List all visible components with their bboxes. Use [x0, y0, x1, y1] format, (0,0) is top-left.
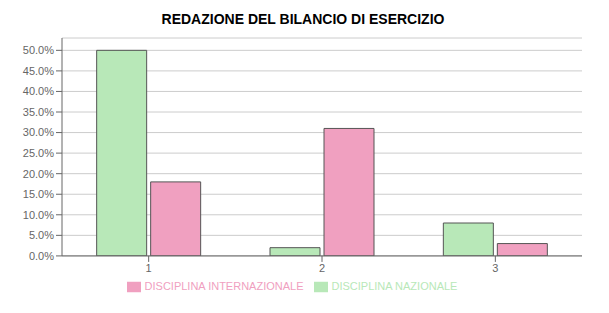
- svg-text:15.0%: 15.0%: [23, 188, 54, 200]
- svg-text:35.0%: 35.0%: [23, 106, 54, 118]
- svg-text:40.0%: 40.0%: [23, 85, 54, 97]
- svg-text:3: 3: [492, 262, 498, 274]
- svg-text:20.0%: 20.0%: [23, 168, 54, 180]
- svg-text:45.0%: 45.0%: [23, 65, 54, 77]
- html-text:DISCIPLINA INTERNAZIONALE: DISCIPLINA INTERNAZIONALE: [144, 279, 304, 292]
- svg-text:10.0%: 10.0%: [23, 209, 54, 221]
- html-text:DISCIPLINA NAZIONALE: DISCIPLINA NAZIONALE: [331, 279, 458, 292]
- svg-text:30.0%: 30.0%: [23, 126, 54, 138]
- svg-text:0.0%: 0.0%: [29, 250, 54, 262]
- html-text:REDAZIONE DEL BILANCIO DI ESER: REDAZIONE DEL BILANCIO DI ESERCIZIO: [161, 11, 445, 27]
- svg-text:1: 1: [146, 262, 152, 274]
- svg-text:25.0%: 25.0%: [23, 147, 54, 159]
- svg-text:5.0%: 5.0%: [29, 229, 54, 241]
- svg-text:50.0%: 50.0%: [23, 44, 54, 56]
- svg-text:2: 2: [319, 262, 325, 274]
